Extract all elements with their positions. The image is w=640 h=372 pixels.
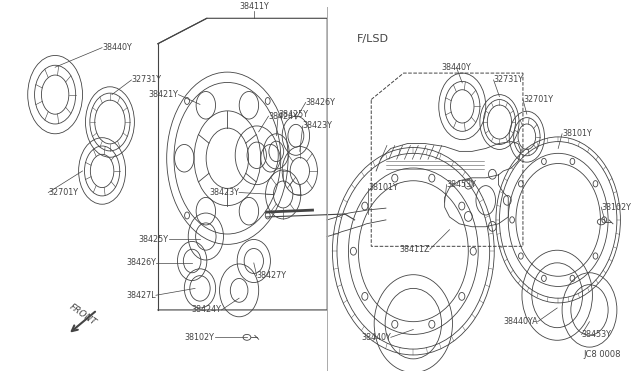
Text: 38427L: 38427L (126, 291, 156, 300)
Text: FRONT: FRONT (67, 302, 98, 327)
Text: F/LSD: F/LSD (356, 34, 388, 44)
Text: 38426Y: 38426Y (306, 98, 335, 107)
Text: 38102Y: 38102Y (185, 333, 214, 342)
Text: 38424Y: 38424Y (268, 112, 298, 121)
Text: 32731Y: 32731Y (493, 76, 524, 84)
Text: 38440YA: 38440YA (503, 317, 538, 326)
Text: 32701Y: 32701Y (523, 95, 553, 104)
Text: 38427Y: 38427Y (257, 271, 287, 280)
Text: 38453Y: 38453Y (582, 330, 612, 339)
Text: 38101Y: 38101Y (368, 183, 398, 192)
Text: 38101Y: 38101Y (562, 129, 592, 138)
Text: 38423Y: 38423Y (303, 121, 333, 131)
Text: 38453Y: 38453Y (447, 180, 476, 189)
Text: 38440Y: 38440Y (442, 63, 471, 72)
Text: 38421Y: 38421Y (148, 90, 179, 99)
Text: JC8 0008: JC8 0008 (583, 350, 621, 359)
Text: 38102Y: 38102Y (601, 203, 631, 212)
Text: 38425Y: 38425Y (278, 110, 308, 119)
Text: 38440Y: 38440Y (361, 333, 391, 342)
Text: 38426Y: 38426Y (126, 259, 156, 267)
Text: 38440Y: 38440Y (102, 43, 132, 52)
Text: 32701Y: 32701Y (48, 188, 78, 197)
Text: 38424Y: 38424Y (191, 305, 221, 314)
Text: 32731Y: 32731Y (131, 76, 161, 84)
Text: 38423Y: 38423Y (209, 188, 239, 197)
Text: 38411Y: 38411Y (239, 3, 269, 12)
Text: 38411Z: 38411Z (399, 245, 430, 254)
Text: 38425Y: 38425Y (139, 235, 169, 244)
